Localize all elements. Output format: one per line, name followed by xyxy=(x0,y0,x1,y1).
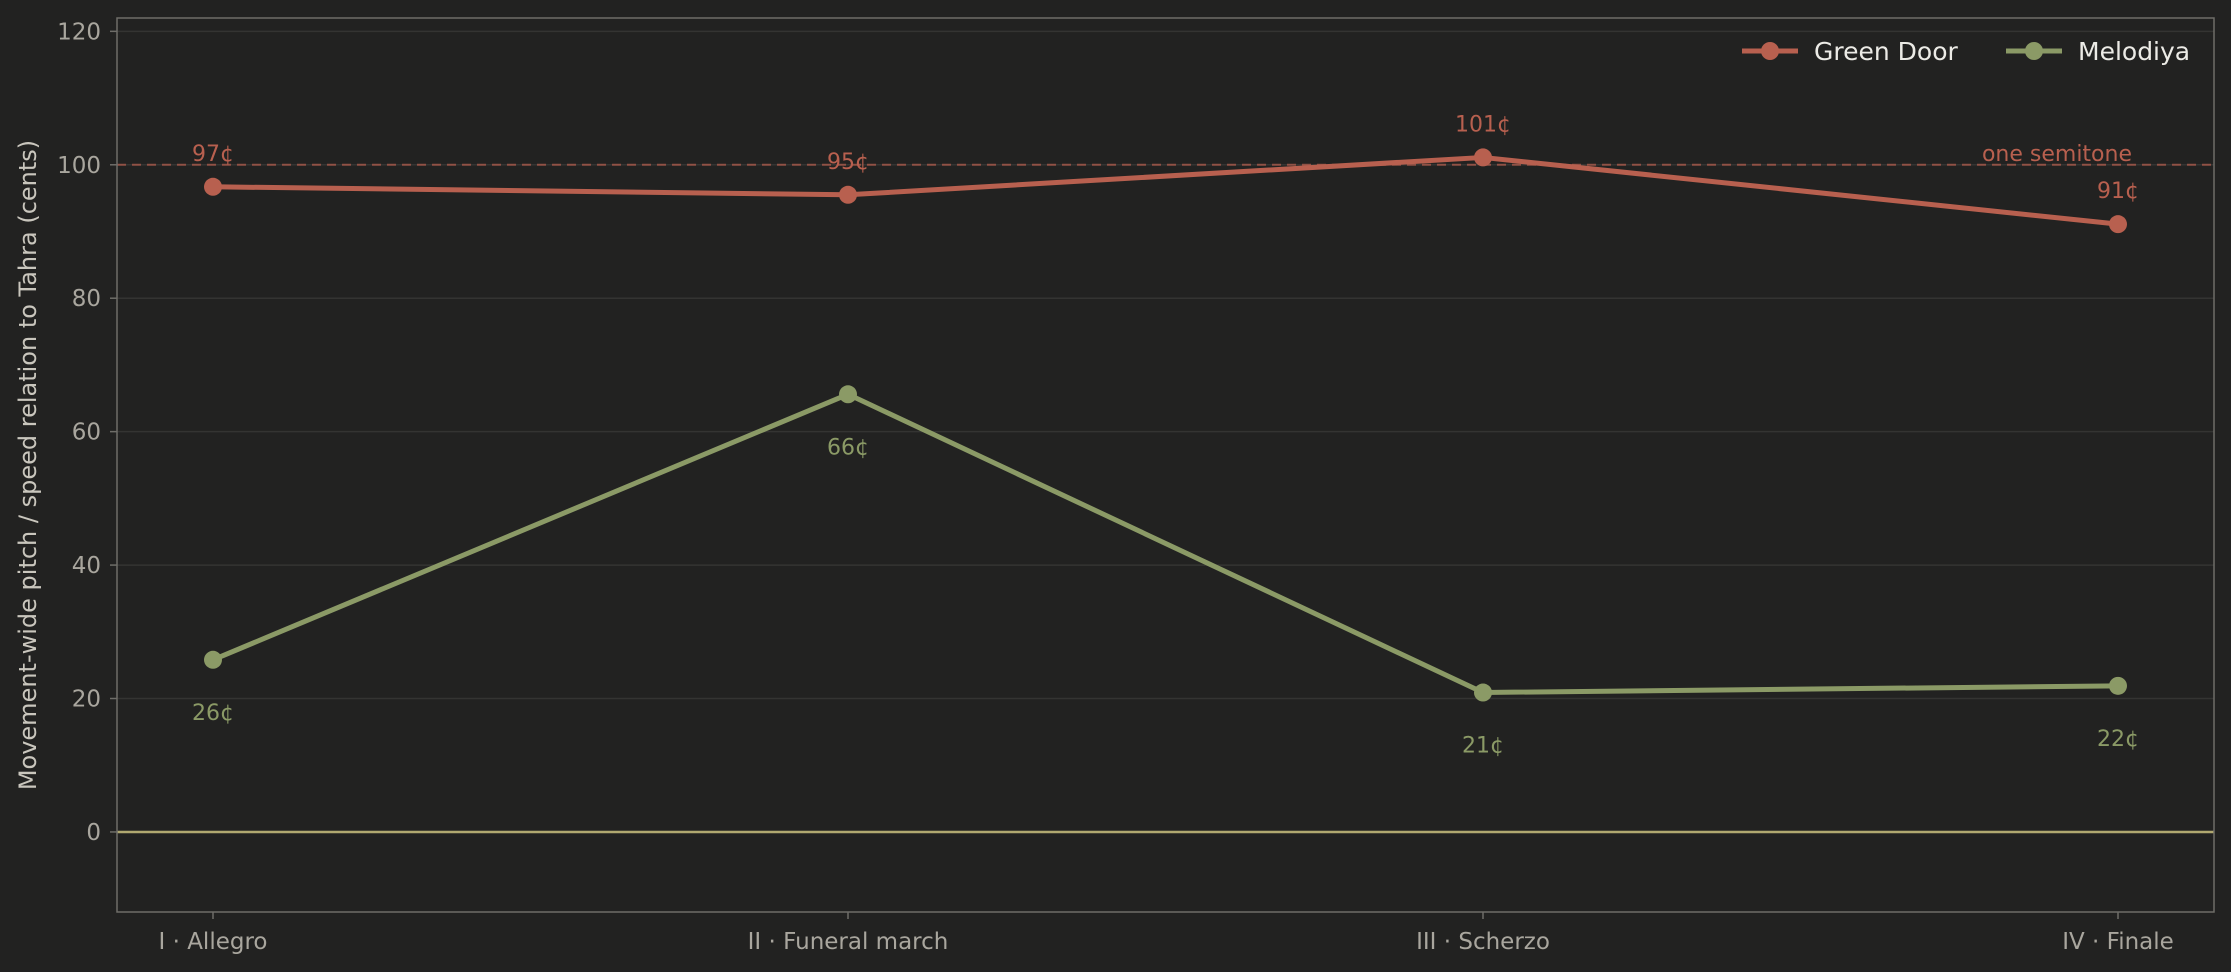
series-1-data-label-1: 66¢ xyxy=(827,435,869,460)
reference-lines: one semitone xyxy=(117,142,2214,834)
x-tick-label-0: I · Allegro xyxy=(158,929,267,955)
y-axis-label: Movement-wide pitch / speed relation to … xyxy=(14,140,42,790)
series-line-1 xyxy=(210,391,2121,696)
legend-label-0: Green Door xyxy=(1814,37,1958,66)
series-layer xyxy=(204,148,2127,702)
reference-line-label: one semitone xyxy=(1982,142,2132,167)
x-tick-label-3: IV · Finale xyxy=(2062,929,2174,955)
series-1-data-label-3: 22¢ xyxy=(2097,727,2139,752)
series-0-data-label-3: 91¢ xyxy=(2097,179,2139,204)
y-tick-label-100: 100 xyxy=(57,153,101,179)
y-tick-label-40: 40 xyxy=(72,553,101,579)
series-0-data-label-0: 97¢ xyxy=(192,142,234,167)
y-tick-label-0: 0 xyxy=(86,820,101,846)
series-0-data-label-1: 95¢ xyxy=(827,150,869,175)
series-0-point-3 xyxy=(2109,215,2127,234)
series-0-data-label-2: 101¢ xyxy=(1455,112,1511,137)
y-tick-label-120: 120 xyxy=(57,19,101,45)
y-tick-label-60: 60 xyxy=(72,420,101,446)
series-1-point-0 xyxy=(204,650,222,669)
y-tick-label-80: 80 xyxy=(72,286,101,312)
y-tick-label-20: 20 xyxy=(72,687,101,713)
plot-frame xyxy=(116,17,2215,913)
series-1-data-label-0: 26¢ xyxy=(192,701,234,726)
legend: Green Door Melodiya xyxy=(1742,37,2190,66)
series-0-point-0 xyxy=(204,177,222,196)
legend-marker-1 xyxy=(2025,42,2043,60)
series-1-point-1 xyxy=(839,385,857,404)
series-1-point-3 xyxy=(2109,676,2127,695)
axes: 0 20 40 60 80 100 120 I · Allegro II · Funeral m… xyxy=(57,17,2215,955)
series-1-data-label-2: 21¢ xyxy=(1462,734,1504,759)
data-labels: 97¢ 95¢ 101¢ 91¢ 26¢ 66¢ 21¢ 22¢ xyxy=(192,112,2139,758)
series-1-point-2 xyxy=(1474,683,1492,702)
legend-marker-0 xyxy=(1761,42,1779,60)
x-tick-label-1: II · Funeral march xyxy=(748,929,949,955)
series-0-point-1 xyxy=(839,185,857,204)
series-0-point-2 xyxy=(1474,148,1492,167)
legend-label-1: Melodiya xyxy=(2078,37,2190,66)
x-tick-label-2: III · Scherzo xyxy=(1416,929,1550,955)
series-line-0 xyxy=(210,154,2121,227)
